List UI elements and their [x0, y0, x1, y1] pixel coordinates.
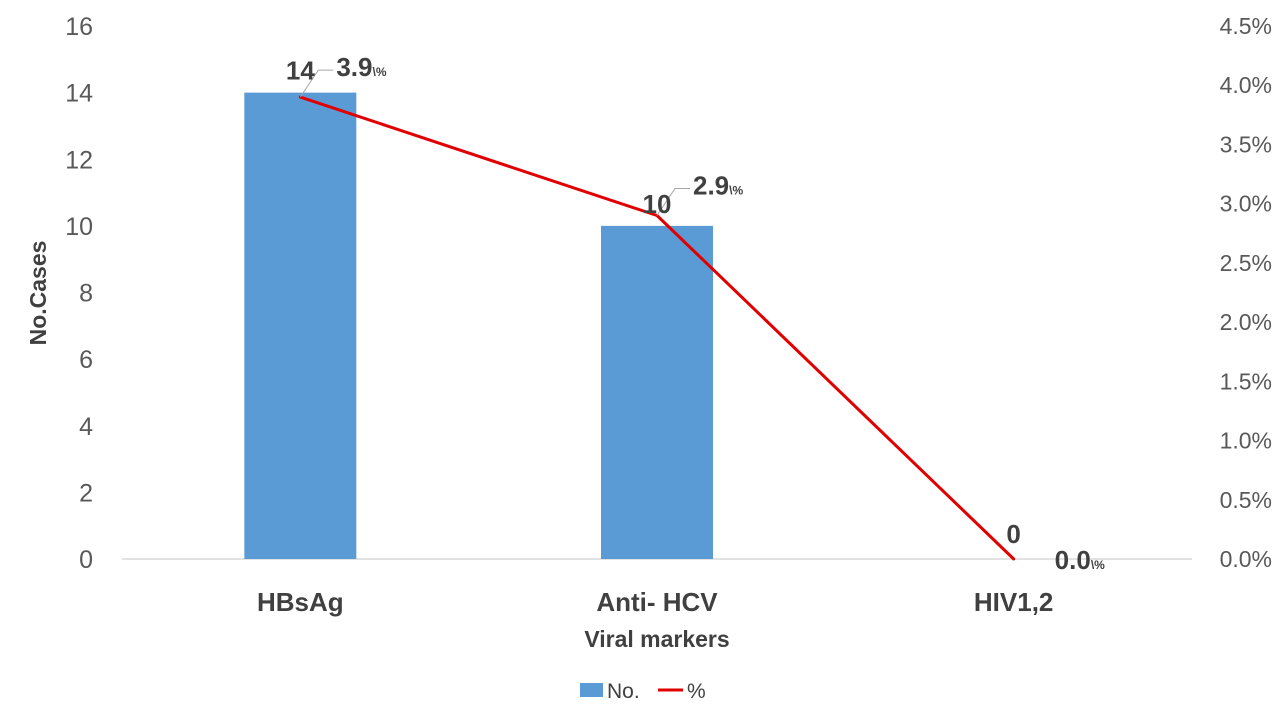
- y-tick-left-label: 6: [79, 346, 93, 374]
- bar-series: [244, 92, 713, 559]
- legend: No. %: [580, 680, 706, 703]
- x-category-label: Anti- HCV: [596, 587, 718, 617]
- y-tick-right-label: 0.5%: [1220, 487, 1272, 513]
- bar-value-label: 14: [286, 56, 315, 86]
- y-axis-title: No.Cases: [25, 241, 51, 346]
- y-tick-left-label: 2: [79, 479, 93, 507]
- label-leader-lines: [299, 69, 690, 216]
- y-tick-right-label: 2.0%: [1220, 309, 1272, 335]
- bar-2: [601, 225, 713, 559]
- line-point-3: [1012, 557, 1016, 561]
- legend-swatch-bar: [580, 683, 603, 697]
- bar-value-label: 0: [1006, 519, 1020, 549]
- y-tick-right-label: 0.0%: [1220, 546, 1272, 572]
- y-tick-left-label: 16: [65, 13, 93, 41]
- percent-suffix: \%: [1091, 558, 1105, 572]
- y-tick-left-label: 0: [79, 546, 93, 574]
- percent-suffix: \%: [729, 184, 743, 198]
- leader-line: [299, 69, 334, 98]
- y-tick-right-label: 1.5%: [1220, 368, 1272, 394]
- y-axis-left-ticks: 0 2 4 6 8 10 12 14 16: [65, 13, 93, 574]
- y-tick-right-label: 3.5%: [1220, 131, 1272, 157]
- y-tick-right-label: 3.0%: [1220, 191, 1272, 217]
- percent-suffix: \%: [372, 65, 386, 79]
- y-tick-left-label: 4: [79, 413, 93, 441]
- y-tick-right-label: 4.0%: [1220, 72, 1272, 98]
- bar-1: [244, 92, 357, 559]
- y-tick-left-label: 8: [79, 280, 93, 308]
- x-category-label: HIV1,2: [974, 587, 1054, 617]
- y-tick-right-label: 1.0%: [1220, 428, 1272, 454]
- percent-value-label: 2.9\%: [693, 171, 743, 201]
- y-tick-right-label: 2.5%: [1220, 250, 1272, 276]
- percent-value-label: 3.9\%: [336, 52, 386, 82]
- legend-label-line: %: [687, 680, 706, 703]
- bar-value-label: 10: [643, 189, 672, 219]
- percent-value-label: 0.0\%: [1055, 545, 1105, 575]
- y-tick-left-label: 12: [65, 146, 93, 174]
- percent-value: 2.9: [693, 171, 729, 201]
- x-category-label: HBsAg: [257, 587, 344, 617]
- percent-value: 0.0: [1055, 545, 1091, 575]
- y-tick-left-label: 10: [65, 213, 93, 241]
- leader-line: [656, 188, 690, 216]
- y-axis-right-ticks: 0.0% 0.5% 1.0% 1.5% 2.0% 2.5% 3.0% 3.5% 4.0% 4.5%: [1220, 13, 1272, 572]
- legend-label-bar: No.: [607, 680, 640, 703]
- y-tick-right-label: 4.5%: [1220, 13, 1272, 39]
- percent-value: 3.9: [336, 52, 372, 82]
- x-axis-title: Viral markers: [584, 626, 729, 652]
- x-axis-category-labels: HBsAg Anti- HCV HIV1,2: [257, 587, 1053, 617]
- y-tick-left-label: 14: [65, 80, 93, 108]
